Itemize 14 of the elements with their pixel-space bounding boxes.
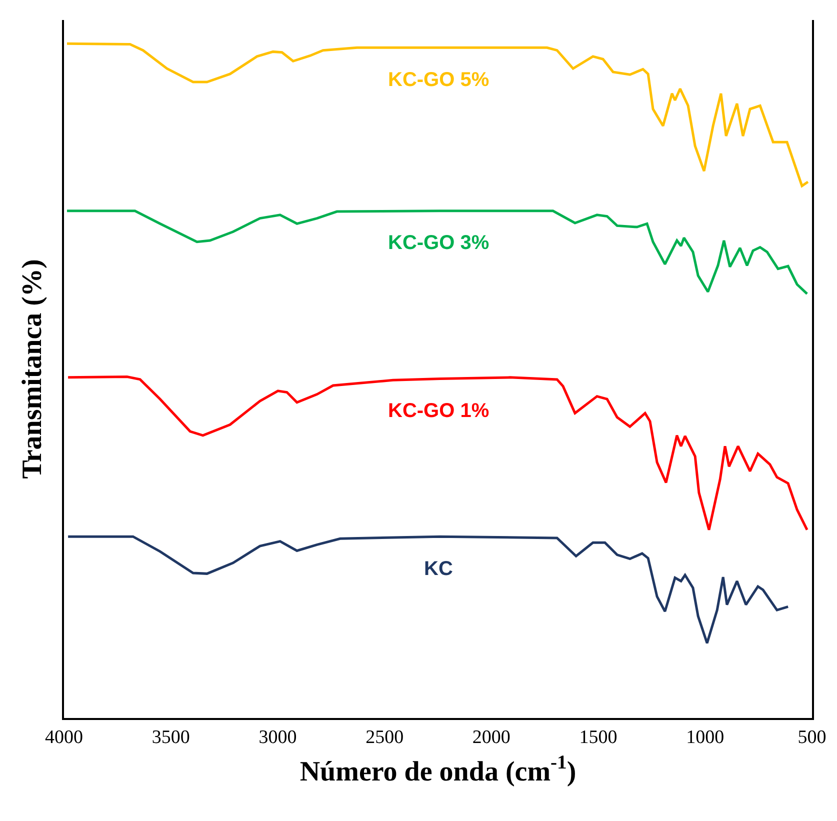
series-label: KC-GO 3% <box>388 232 490 254</box>
y-axis-title: Transmitanca (%) <box>17 259 48 479</box>
series-label: KC <box>424 558 453 580</box>
series-label: KC-GO 1% <box>388 400 490 422</box>
x-tick-label: 2000 <box>472 726 510 748</box>
series-label: KC-GO 5% <box>388 69 490 91</box>
x-tick-label: 3500 <box>152 726 190 748</box>
x-tick-label: 1500 <box>579 726 618 748</box>
x-tick-label: 2500 <box>366 726 404 748</box>
x-tick-label: 3000 <box>258 726 297 748</box>
x-tick-label: 1000 <box>686 726 724 748</box>
x-tick-label: 4000 <box>45 726 83 748</box>
x-tick-label: 500 <box>798 726 826 748</box>
x-axis-title: Número de onda (cm$^{-1}$) <box>300 752 576 788</box>
